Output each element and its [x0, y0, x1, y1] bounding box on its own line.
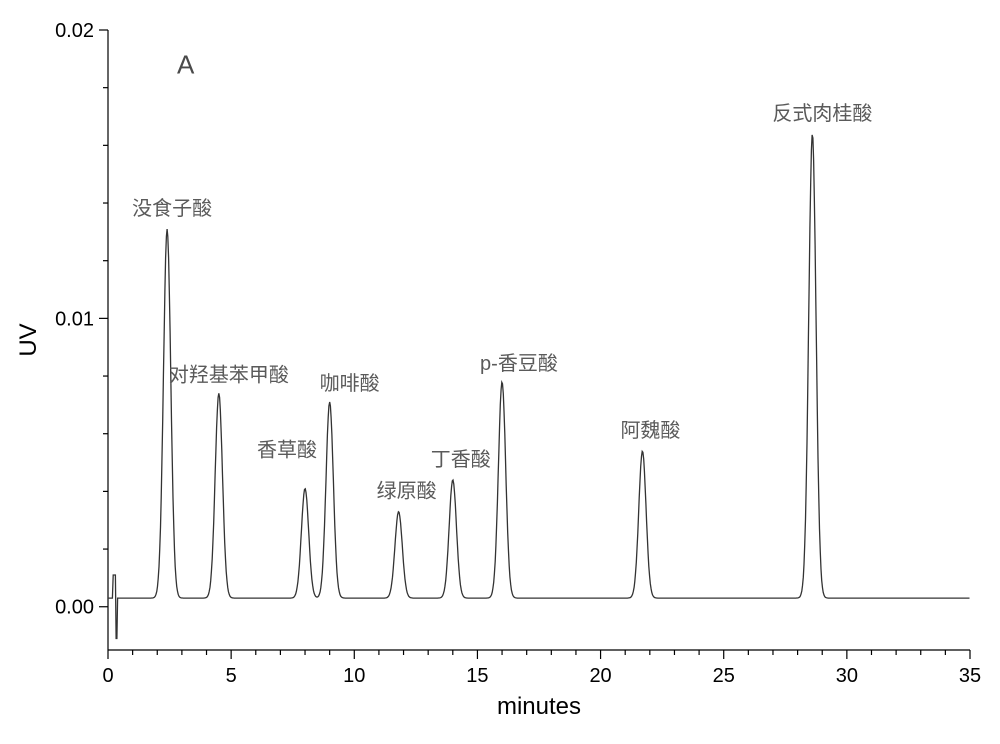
x-tick-label: 25	[713, 665, 735, 687]
peak-label: 绿原酸	[377, 480, 437, 503]
peak-label: 香草酸	[257, 439, 317, 462]
chromatogram-chart: 0 5 10 15 20 25 30 35 minutes 0.00 0.01 0.02 UV A 没食子酸…	[0, 0, 1000, 744]
peak-label: 反式肉桂酸	[772, 102, 872, 125]
y-tick-label: 0.00	[55, 597, 94, 619]
x-tick-label: 15	[466, 665, 488, 687]
x-axis-title: minutes	[497, 693, 581, 720]
x-tick-label: 0	[102, 665, 113, 687]
peak-label: 咖啡酸	[320, 372, 380, 395]
x-tick-label: 20	[589, 665, 611, 687]
chart-svg: 0 5 10 15 20 25 30 35 minutes 0.00 0.01 0.02 UV A 没食子酸…	[0, 0, 1000, 744]
x-tick-label: 5	[226, 665, 237, 687]
peak-label: 没食子酸	[132, 197, 212, 220]
peak-label: p-香豆酸	[480, 352, 558, 375]
peak-label: 阿魏酸	[620, 419, 680, 442]
peak-label: 对羟基苯甲酸	[169, 363, 289, 386]
y-axis-title: UV	[15, 323, 42, 356]
x-tick-label: 35	[959, 665, 981, 687]
y-tick-label: 0.01	[55, 308, 94, 330]
x-tick-label: 30	[836, 665, 858, 687]
y-tick-label: 0.02	[55, 20, 94, 42]
chromatogram-trace	[108, 135, 970, 639]
x-tick-label: 10	[343, 665, 365, 687]
peak-label: 丁香酸	[431, 448, 491, 471]
panel-label: A	[177, 49, 195, 79]
